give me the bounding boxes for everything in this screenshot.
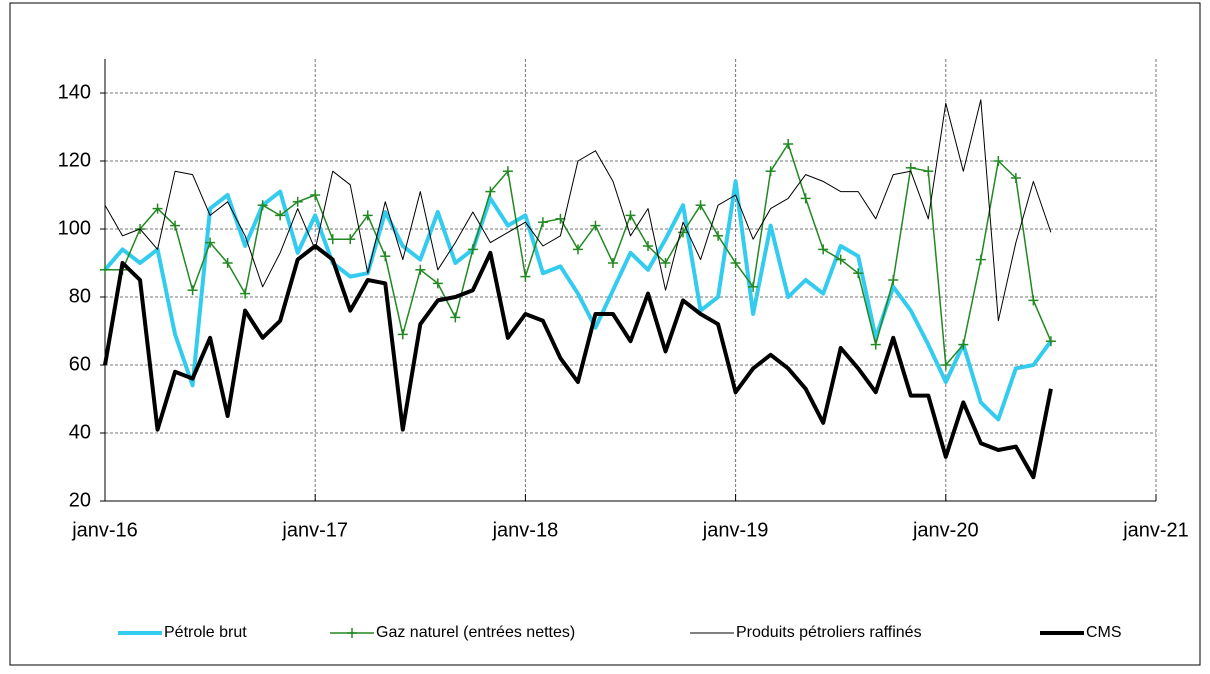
marker xyxy=(467,244,478,255)
marker xyxy=(327,234,338,245)
marker xyxy=(695,200,706,211)
marker xyxy=(625,210,636,221)
marker xyxy=(362,210,373,221)
marker xyxy=(275,210,286,221)
marker xyxy=(100,264,110,275)
marker xyxy=(1028,295,1039,306)
marker xyxy=(450,312,461,323)
marker xyxy=(292,196,303,207)
x-tick-label: janv-18 xyxy=(492,519,559,541)
marker xyxy=(380,251,391,262)
marker xyxy=(222,258,233,268)
marker xyxy=(205,237,216,248)
y-tick-label: 140 xyxy=(58,81,91,103)
legend-label: Pétrole brut xyxy=(164,624,247,641)
x-tick-label: janv-19 xyxy=(702,519,769,541)
marker xyxy=(730,258,741,268)
marker xyxy=(888,275,899,285)
marker xyxy=(520,271,531,282)
marker xyxy=(765,166,776,177)
x-tick-label: janv-20 xyxy=(912,519,979,541)
marker xyxy=(993,156,1004,166)
marker xyxy=(853,268,864,279)
x-tick-label: janv-16 xyxy=(71,519,138,541)
marker xyxy=(940,360,951,370)
series-line xyxy=(104,99,1052,322)
legend-label: CMS xyxy=(1086,624,1122,641)
marker xyxy=(502,166,513,177)
marker xyxy=(748,281,759,292)
chart-frame xyxy=(9,2,1201,666)
marker xyxy=(590,220,601,231)
y-tick-label: 80 xyxy=(69,285,91,307)
marker xyxy=(240,288,251,299)
marker xyxy=(1010,173,1021,183)
marker xyxy=(187,285,198,296)
marker xyxy=(818,244,829,255)
marker xyxy=(310,190,321,200)
marker xyxy=(660,258,671,268)
x-tick-label: janv-21 xyxy=(1122,519,1189,541)
series-line xyxy=(103,244,1053,480)
marker xyxy=(835,254,846,265)
marker xyxy=(347,628,357,638)
marker xyxy=(870,339,881,350)
marker xyxy=(713,230,724,241)
marker xyxy=(800,193,811,204)
marker xyxy=(345,234,356,245)
marker xyxy=(958,339,969,350)
legend-label: Gaz naturel (entrées nettes) xyxy=(376,624,575,641)
y-tick-label: 40 xyxy=(69,421,91,443)
marker xyxy=(783,139,794,149)
marker xyxy=(975,254,986,265)
marker xyxy=(643,241,654,251)
marker xyxy=(572,244,583,255)
y-tick-label: 100 xyxy=(58,217,91,239)
legend-label: Produits pétroliers raffinés xyxy=(736,624,922,641)
marker xyxy=(152,203,163,214)
marker xyxy=(923,166,934,177)
marker xyxy=(555,213,566,224)
y-tick-label: 20 xyxy=(69,489,91,511)
y-tick-label: 60 xyxy=(69,353,91,375)
marker xyxy=(607,258,618,268)
marker xyxy=(537,217,548,228)
marker xyxy=(432,278,443,289)
y-tick-label: 120 xyxy=(58,149,91,171)
marker xyxy=(397,329,408,340)
marker xyxy=(678,227,689,238)
marker xyxy=(257,200,268,211)
marker xyxy=(485,186,496,197)
x-tick-label: janv-17 xyxy=(281,519,348,541)
marker xyxy=(1045,336,1056,347)
marker xyxy=(170,220,181,231)
marker xyxy=(415,264,426,275)
